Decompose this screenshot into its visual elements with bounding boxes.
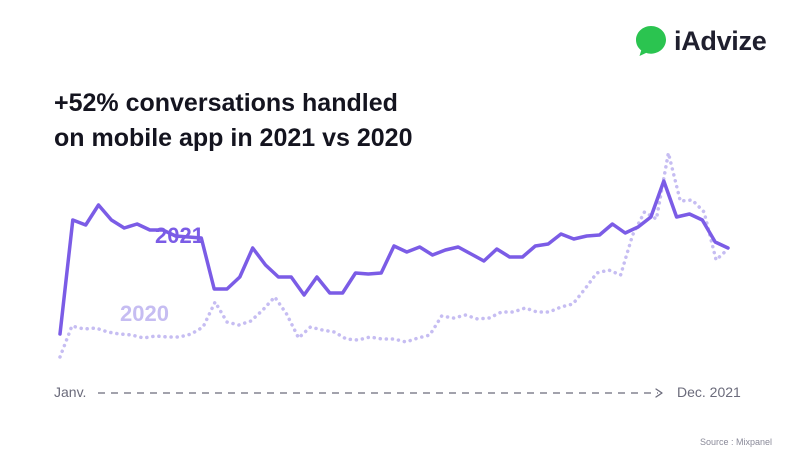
title-line-1: +52% conversations handled	[54, 89, 398, 117]
title-line-2: on mobile app in 2021 vs 2020	[54, 124, 413, 152]
series-label-2021: 2021	[155, 223, 204, 248]
brand-name: iAdvize	[674, 25, 767, 56]
x-axis-end-label: Dec. 2021	[677, 384, 741, 400]
brand-logo: iAdvize	[634, 24, 767, 58]
page-title: +52% conversations handled on mobile app…	[54, 86, 412, 156]
chat-bubble-icon	[636, 26, 666, 56]
series-line-2020	[58, 151, 730, 359]
series-label-2020: 2020	[120, 301, 169, 326]
x-axis-arrowhead-icon	[655, 388, 663, 398]
x-axis-start-label: Janv.	[54, 384, 86, 400]
source-note: Source : Mixpanel	[700, 437, 773, 447]
series-line-2021	[58, 179, 730, 336]
